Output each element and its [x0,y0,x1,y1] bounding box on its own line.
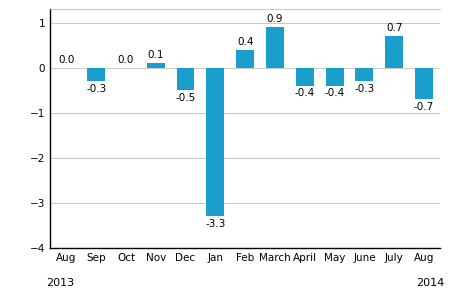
Bar [296,68,314,85]
Text: -0.4: -0.4 [295,88,315,98]
Text: 2013: 2013 [46,278,74,288]
Text: -3.3: -3.3 [205,219,226,229]
Text: -0.7: -0.7 [414,102,434,112]
Text: -0.5: -0.5 [175,93,196,103]
Bar [177,68,194,90]
Bar [355,68,373,81]
Text: -0.3: -0.3 [86,84,106,94]
Text: 0.0: 0.0 [58,55,74,65]
Bar [326,68,344,85]
Text: 0.9: 0.9 [266,14,283,24]
Bar [266,27,284,68]
Text: -0.3: -0.3 [354,84,375,94]
Text: 0.1: 0.1 [148,50,164,60]
Text: 2014: 2014 [416,278,444,288]
Bar [385,36,403,68]
Text: 0.0: 0.0 [118,55,134,65]
Bar [236,50,254,68]
Text: 0.7: 0.7 [386,23,402,33]
Text: 0.4: 0.4 [237,37,253,47]
Bar [147,63,165,68]
Bar [415,68,433,99]
Bar [87,68,105,81]
Bar [207,68,224,216]
Text: -0.4: -0.4 [325,88,345,98]
